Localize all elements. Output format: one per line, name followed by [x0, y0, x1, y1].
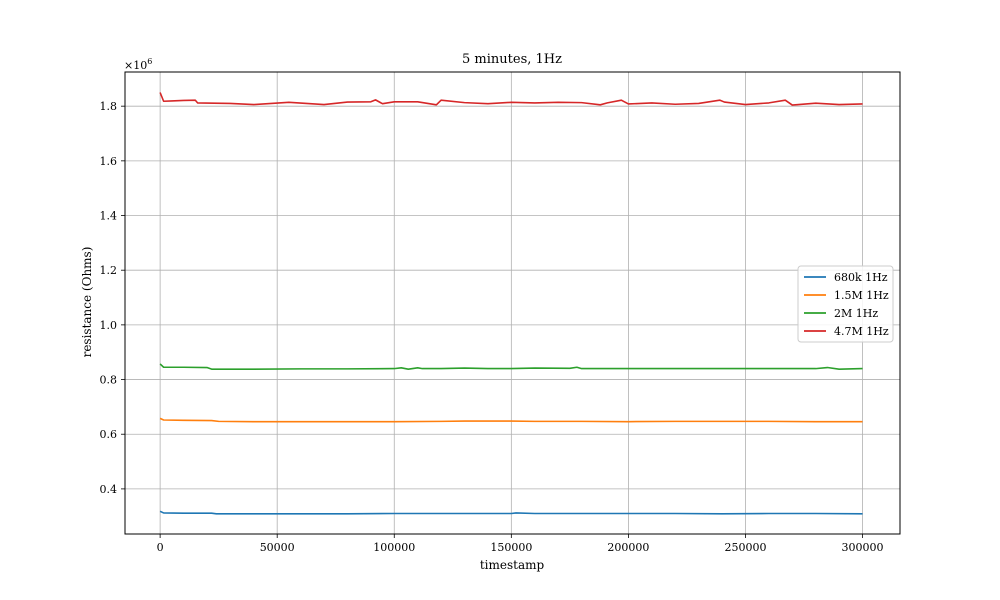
grid [125, 72, 900, 534]
y-axis-scale-exponent: 6 [147, 57, 152, 66]
y-tick-label: 0.4 [100, 483, 118, 496]
y-tick-label: 1.4 [100, 210, 118, 223]
x-tick-label: 200000 [607, 541, 649, 554]
plot-frame [124, 71, 901, 535]
legend-label: 2M 1Hz [834, 307, 878, 320]
x-tick-label: 250000 [724, 541, 766, 554]
axes: 0 50000 100000 150000 200000 250000 300000 0.4 0… [100, 100, 884, 554]
plot-series [159, 92, 863, 515]
x-tick-label: 100000 [373, 541, 415, 554]
chart-title: 5 minutes, 1Hz [462, 52, 562, 67]
y-axis-scale-base: ×10 [124, 59, 147, 72]
legend-label: 4.7M 1Hz [834, 325, 889, 338]
x-axis-label: timestamp [480, 558, 545, 572]
x-tick-label: 300000 [842, 541, 884, 554]
y-tick-label: 1.0 [100, 319, 118, 332]
y-tick-label: 1.8 [100, 100, 118, 113]
y-axis-label: resistance (Ohms) [80, 247, 94, 358]
x-tick-label: 50000 [260, 541, 295, 554]
y-tick-label: 0.8 [100, 374, 118, 387]
legend: 680k 1Hz 1.5M 1Hz 2M 1Hz 4.7M 1Hz [797, 265, 894, 343]
x-tick-label: 150000 [490, 541, 532, 554]
legend-box [797, 265, 894, 343]
y-tick-label: 1.6 [100, 155, 118, 168]
x-tick-label: 0 [157, 541, 164, 554]
y-axis-scale-label: ×106 [124, 57, 152, 72]
y-tick-label: 1.2 [100, 264, 118, 277]
series-line-0 [159, 510, 863, 515]
legend-label: 680k 1Hz [834, 271, 888, 284]
series-line-1 [159, 417, 863, 423]
legend-label: 1.5M 1Hz [834, 289, 889, 302]
series-line-3 [159, 92, 863, 106]
series-line-2 [159, 363, 863, 370]
y-tick-label: 0.6 [100, 428, 118, 441]
